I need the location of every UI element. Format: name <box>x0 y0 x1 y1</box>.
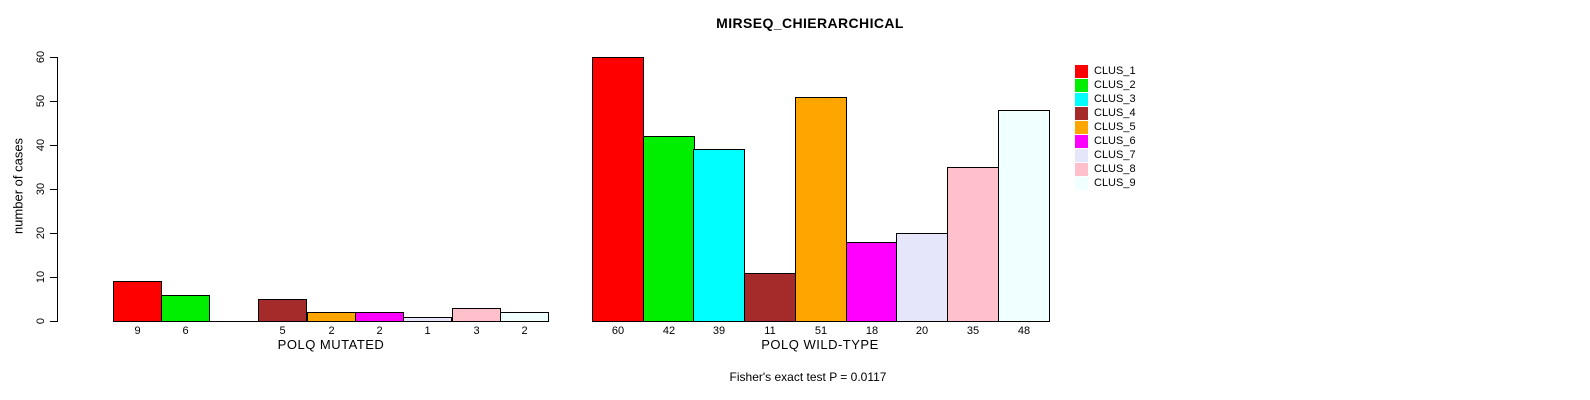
legend-swatch-clus_4 <box>1075 106 1088 120</box>
bar-clus_1 <box>592 57 644 322</box>
legend-item-clus_9: CLUS_9 <box>1075 176 1136 190</box>
legend: CLUS_1 CLUS_2 CLUS_3 CLUS_4 CLUS_5 CLUS_6 CLUS… <box>1075 64 1136 190</box>
legend-item-clus_4: CLUS_4 <box>1075 106 1136 120</box>
legend-item-clus_5: CLUS_5 <box>1075 120 1136 134</box>
y-tick-mark-50 <box>50 101 57 102</box>
legend-label-clus_8: CLUS_8 <box>1094 163 1136 175</box>
y-tick-label-50: 50 <box>35 94 47 108</box>
legend-label-clus_1: CLUS_1 <box>1094 65 1136 77</box>
bar-value-label-clus_8: 3 <box>473 325 480 337</box>
y-tick-mark-10 <box>50 277 57 278</box>
y-axis-line <box>57 57 58 322</box>
y-tick-label-60: 60 <box>35 50 47 64</box>
bar-clus_8 <box>452 308 501 322</box>
y-tick-label-40: 40 <box>35 138 47 152</box>
bar-clus_4 <box>744 273 796 322</box>
legend-swatch-clus_1 <box>1075 64 1088 78</box>
bar-value-label-clus_4: 5 <box>279 325 286 337</box>
zero-bar-clus_3 <box>210 321 259 322</box>
bar-value-label-clus_7: 1 <box>424 325 431 337</box>
bar-clus_4 <box>258 299 307 322</box>
bar-value-label-clus_7: 20 <box>915 325 929 337</box>
legend-label-clus_2: CLUS_2 <box>1094 79 1136 91</box>
y-tick-mark-60 <box>50 57 57 58</box>
legend-swatch-clus_9 <box>1075 176 1088 190</box>
legend-swatch-clus_2 <box>1075 78 1088 92</box>
bar-value-label-clus_6: 2 <box>376 325 383 337</box>
y-tick-mark-20 <box>50 233 57 234</box>
legend-swatch-clus_5 <box>1075 120 1088 134</box>
legend-item-clus_3: CLUS_3 <box>1075 92 1136 106</box>
x-axis-title-polq-mutated: POLQ MUTATED <box>277 337 385 352</box>
y-tick-label-20: 20 <box>35 226 47 240</box>
y-tick-label-30: 30 <box>35 182 47 196</box>
x-axis-title-polq-wild-type: POLQ WILD-TYPE <box>761 337 879 352</box>
legend-swatch-clus_6 <box>1075 134 1088 148</box>
bar-clus_7 <box>403 317 452 322</box>
legend-item-clus_2: CLUS_2 <box>1075 78 1136 92</box>
bar-value-label-clus_4: 11 <box>764 325 776 337</box>
bar-clus_5 <box>307 312 356 322</box>
bar-clus_2 <box>161 295 210 322</box>
legend-item-clus_6: CLUS_6 <box>1075 134 1136 148</box>
bar-value-label-clus_9: 2 <box>521 325 528 337</box>
bar-clus_9 <box>500 312 549 322</box>
bar-value-label-clus_2: 6 <box>182 325 189 337</box>
bar-value-label-clus_3: 39 <box>712 325 726 337</box>
bar-clus_6 <box>846 242 898 322</box>
bar-clus_1 <box>113 281 162 322</box>
legend-label-clus_4: CLUS_4 <box>1094 107 1136 119</box>
bar-clus_8 <box>947 167 999 322</box>
bar-value-label-clus_8: 35 <box>966 325 980 337</box>
legend-label-clus_7: CLUS_7 <box>1094 149 1136 161</box>
bar-clus_5 <box>795 97 847 322</box>
bar-clus_3 <box>693 149 745 322</box>
bar-clus_9 <box>998 110 1050 322</box>
bar-value-label-clus_5: 51 <box>814 325 828 337</box>
bar-clus_7 <box>896 233 948 322</box>
chart-title: MIRSEQ_CHIERARCHICAL <box>716 15 904 31</box>
legend-item-clus_1: CLUS_1 <box>1075 64 1136 78</box>
y-tick-label-0: 0 <box>35 317 47 325</box>
y-tick-label-10: 10 <box>35 270 47 284</box>
bar-value-label-clus_2: 42 <box>662 325 676 337</box>
legend-swatch-clus_8 <box>1075 162 1088 176</box>
y-axis-title: number of cases <box>10 137 26 235</box>
legend-item-clus_7: CLUS_7 <box>1075 148 1136 162</box>
fisher-test-annotation: Fisher's exact test P = 0.0117 <box>729 370 887 384</box>
legend-label-clus_6: CLUS_6 <box>1094 135 1136 147</box>
legend-label-clus_9: CLUS_9 <box>1094 177 1136 189</box>
bar-value-label-clus_5: 2 <box>328 325 335 337</box>
legend-label-clus_3: CLUS_3 <box>1094 93 1136 105</box>
bar-value-label-clus_1: 9 <box>134 325 141 337</box>
bar-value-label-clus_1: 60 <box>611 325 625 337</box>
y-tick-mark-40 <box>50 145 57 146</box>
legend-label-clus_5: CLUS_5 <box>1094 121 1136 133</box>
legend-item-clus_8: CLUS_8 <box>1075 162 1136 176</box>
legend-swatch-clus_7 <box>1075 148 1088 162</box>
bar-clus_6 <box>355 312 404 322</box>
bar-value-label-clus_6: 18 <box>865 325 879 337</box>
bar-clus_2 <box>643 136 695 322</box>
bar-value-label-clus_9: 48 <box>1017 325 1031 337</box>
y-tick-mark-0 <box>50 321 57 322</box>
y-tick-mark-30 <box>50 189 57 190</box>
legend-swatch-clus_3 <box>1075 92 1088 106</box>
